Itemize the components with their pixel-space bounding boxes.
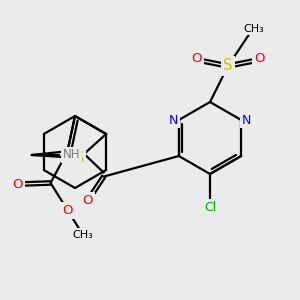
Text: S: S xyxy=(75,151,84,166)
Text: O: O xyxy=(192,52,202,64)
Text: Cl: Cl xyxy=(204,201,216,214)
Text: O: O xyxy=(254,52,265,64)
Text: S: S xyxy=(223,58,233,74)
Text: NH: NH xyxy=(63,148,80,161)
Text: CH₃: CH₃ xyxy=(72,230,93,240)
Text: O: O xyxy=(82,194,93,207)
Text: N: N xyxy=(242,113,251,127)
Text: CH₃: CH₃ xyxy=(243,24,264,34)
Text: N: N xyxy=(169,113,178,127)
Text: O: O xyxy=(13,178,23,190)
Text: O: O xyxy=(63,204,73,217)
